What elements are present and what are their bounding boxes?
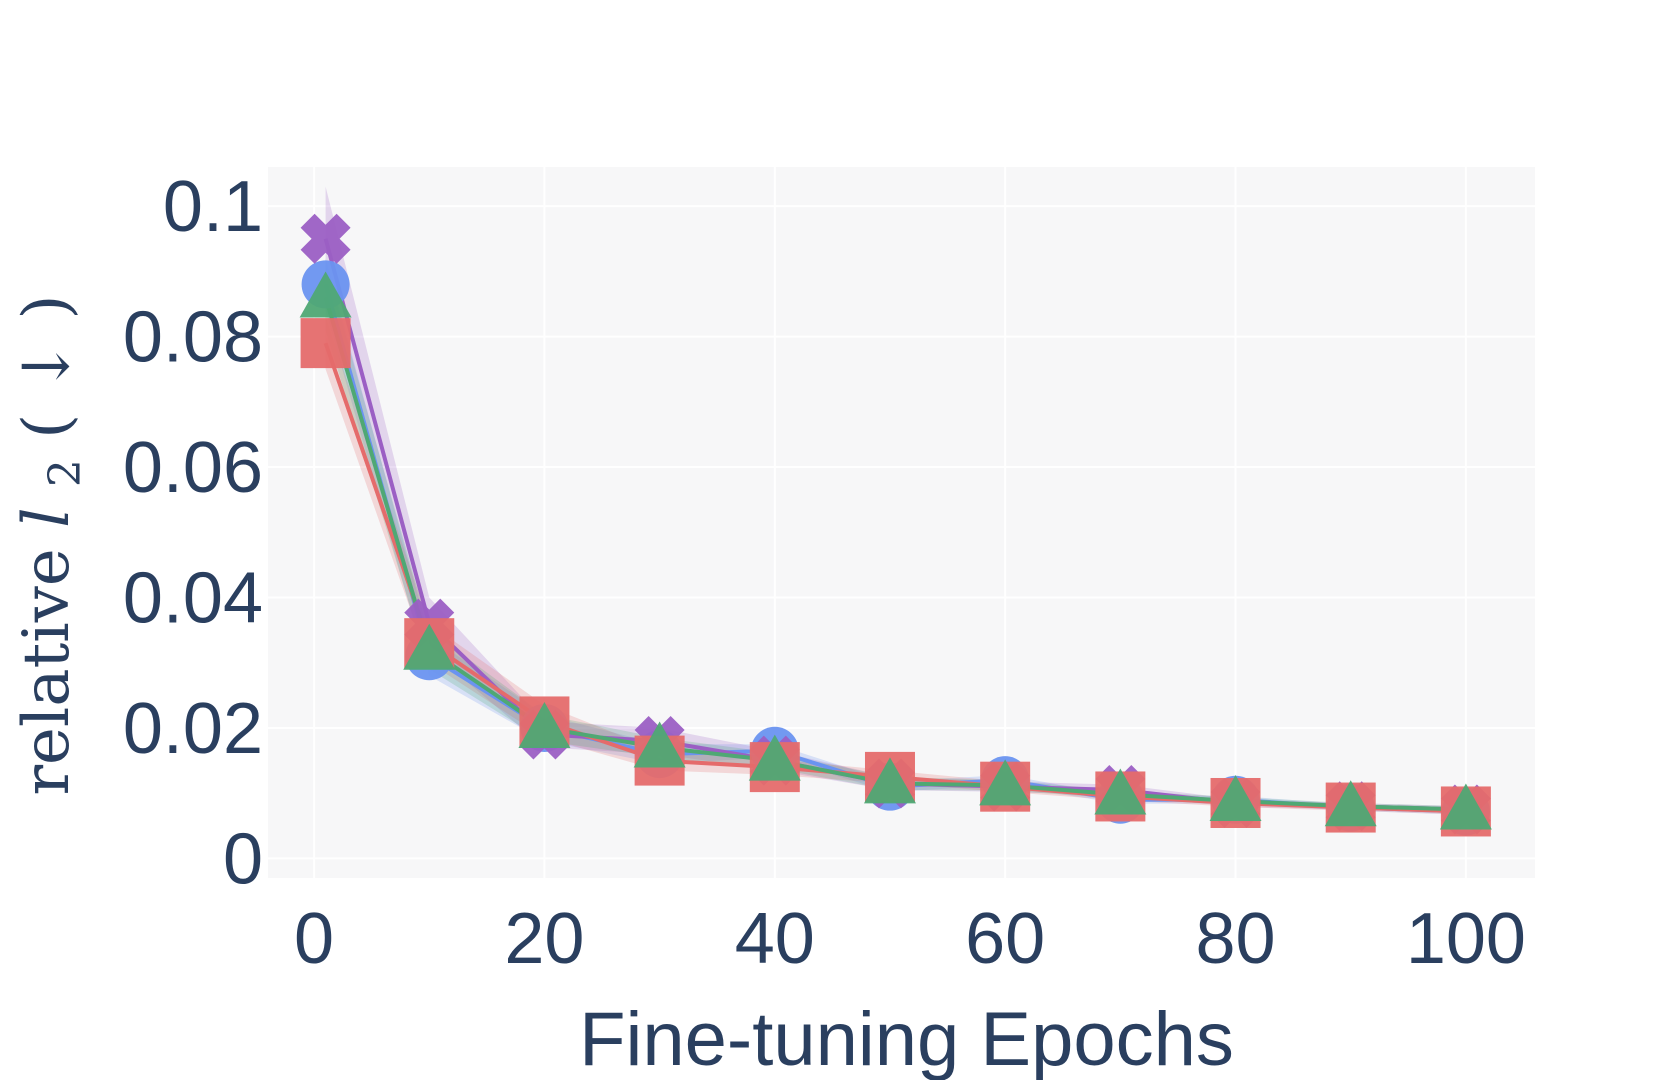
y-tick-label: 0.1 — [163, 167, 263, 247]
data-point-triangle — [1439, 783, 1492, 830]
y-axis-title-arrow: ↓ — [10, 340, 84, 394]
y-tick-label: 0.04 — [123, 559, 263, 639]
data-point-triangle — [518, 701, 571, 748]
y-tick-label: 0.08 — [123, 298, 263, 378]
x-tick-label: 60 — [965, 899, 1045, 979]
data-point-triangle — [403, 623, 456, 670]
x-tick-label: 100 — [1406, 899, 1526, 979]
y-axis-title-open-paren: ( — [10, 414, 84, 439]
x-tick-label: 40 — [735, 899, 815, 979]
x-tick-label: 80 — [1195, 899, 1275, 979]
data-point-triangle — [1209, 775, 1262, 822]
x-tick-labels: 0 20 40 60 80 100 — [294, 899, 1526, 979]
data-point-triangle — [633, 721, 686, 768]
data-point-square — [300, 318, 351, 369]
data-point-triangle — [748, 734, 801, 781]
y-axis-title-close-paren: ) — [10, 294, 84, 319]
x-tick-label: 20 — [504, 899, 584, 979]
y-axis-title-subscript: 2 — [40, 459, 91, 487]
data-point-triangle — [1324, 780, 1377, 827]
data-point-triangle — [863, 757, 916, 804]
data-point-triangle — [979, 759, 1032, 806]
data-point-triangle — [299, 271, 352, 318]
series-markers — [299, 213, 1492, 837]
y-axis-title-word: relative — [10, 548, 84, 795]
y-tick-label: 0.02 — [123, 689, 263, 769]
y-tick-label: 0.06 — [123, 428, 263, 508]
y-tick-label: 0 — [223, 819, 263, 899]
y-axis-title: relative l 2 ( ↓ ) — [10, 294, 96, 795]
x-tick-label: 0 — [294, 899, 334, 979]
y-tick-labels: 0 0.02 0.04 0.06 0.08 0.1 — [123, 167, 263, 899]
grid — [268, 167, 1535, 878]
data-point-triangle — [1094, 768, 1147, 815]
y-axis-title-symbol: l — [10, 507, 84, 527]
x-axis-title: Fine-tuning Epochs — [579, 997, 1234, 1080]
data-point-x — [300, 213, 351, 264]
